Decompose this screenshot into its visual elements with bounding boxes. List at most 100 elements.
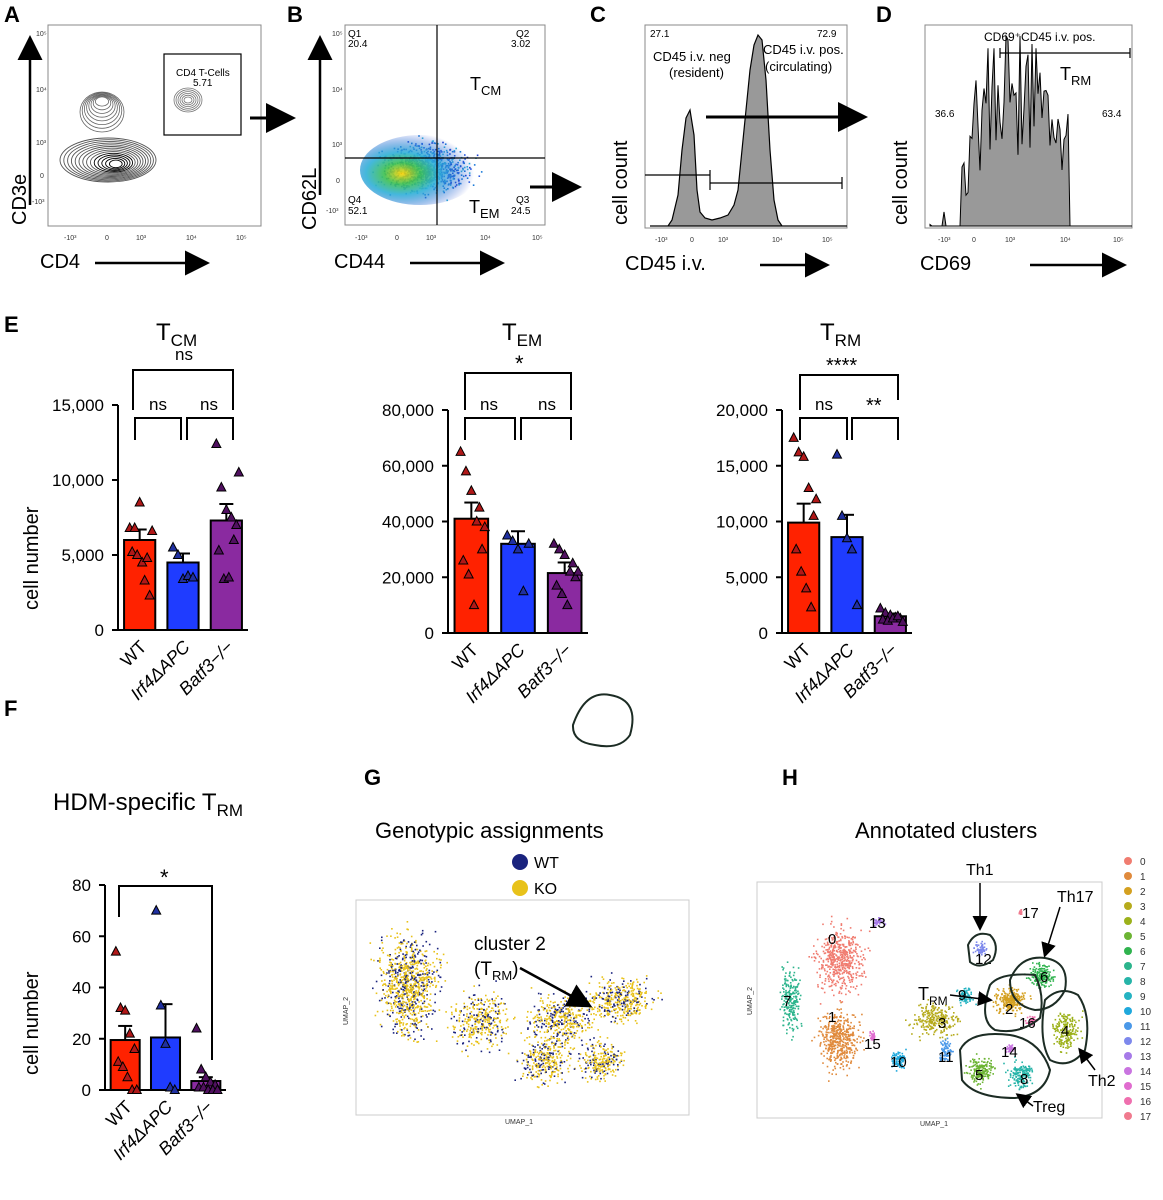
cd4-gate	[163, 53, 242, 136]
tem-ns-left: ns	[480, 395, 498, 414]
cluster-label: 5	[975, 1067, 983, 1084]
data-point	[216, 481, 227, 492]
y-tick-label: 0	[759, 624, 768, 643]
panel-c-xlabel: CD45 i.v.	[625, 253, 706, 275]
svg-text:10⁵: 10⁵	[822, 237, 833, 244]
data-point	[466, 484, 477, 495]
cluster-label: 6	[1040, 969, 1048, 986]
q1-value: 20.4	[348, 39, 368, 50]
data-point	[793, 446, 805, 457]
y-tick-label: 10,000	[52, 471, 104, 490]
panel-d-xlabel: CD69	[920, 253, 971, 275]
legend-swatch	[1124, 887, 1132, 895]
legend-label: 16	[1140, 1097, 1152, 1108]
legend-wt-marker	[512, 854, 528, 870]
data-point	[169, 1083, 181, 1094]
y-tick-label: 20,000	[382, 568, 434, 587]
bar	[546, 572, 583, 634]
svg-text:UMAP_2: UMAP_2	[343, 997, 350, 1025]
data-point	[479, 521, 491, 532]
panel-h-title: Annotated clusters	[855, 818, 1037, 843]
svg-text:10³: 10³	[1005, 237, 1016, 244]
data-point	[126, 545, 138, 556]
legend-label: 14	[1140, 1067, 1152, 1078]
data-point	[131, 1083, 143, 1094]
data-point	[167, 541, 179, 552]
panel-label-b: B	[287, 2, 303, 27]
data-point	[129, 521, 141, 532]
bar	[166, 561, 200, 631]
panel-label-d: D	[876, 2, 892, 27]
svg-text:10⁴: 10⁴	[772, 237, 783, 244]
data-point	[160, 1037, 171, 1048]
cluster-label: 13	[869, 915, 886, 932]
d-right-pct: 63.4	[1102, 109, 1122, 120]
data-point	[139, 574, 150, 585]
cluster-label: 7	[783, 993, 791, 1010]
y-tick-label: 5,000	[61, 546, 104, 565]
data-point	[518, 585, 529, 596]
data-point	[476, 543, 488, 554]
tem-label: TEM	[469, 197, 500, 221]
data-point	[846, 543, 858, 554]
data-point	[570, 571, 581, 582]
legend-label: 3	[1140, 902, 1146, 913]
svg-text:10³: 10³	[718, 237, 729, 244]
data-point	[150, 904, 162, 915]
legend-label: 8	[1140, 977, 1146, 988]
legend-swatch	[1124, 902, 1132, 910]
data-point	[875, 602, 886, 613]
legend-swatch	[1124, 977, 1132, 985]
y-tick-label: 20	[72, 1030, 91, 1049]
svg-text:-10³: -10³	[64, 235, 77, 242]
svg-text:0: 0	[40, 173, 44, 180]
data-point	[567, 557, 579, 568]
cluster-label: 14	[1001, 1044, 1018, 1061]
legend-label: 11	[1140, 1022, 1151, 1033]
tcm-ns-left: ns	[149, 395, 167, 414]
y-tick-label: 80	[72, 876, 91, 895]
data-point	[119, 1004, 131, 1015]
svg-text:-10³: -10³	[938, 237, 951, 244]
data-point	[131, 548, 143, 559]
data-point	[831, 448, 843, 459]
y-tick-label: 10,000	[716, 513, 768, 532]
data-point	[564, 565, 576, 576]
panel-label-g: G	[364, 765, 381, 790]
legend-label: 10	[1140, 1007, 1152, 1018]
data-point	[798, 450, 809, 461]
cluster-label: 11	[938, 1049, 954, 1066]
legend-label: 7	[1140, 962, 1146, 973]
data-point	[117, 1060, 129, 1071]
trm-annot: TRM	[918, 984, 948, 1008]
cluster-label: 9	[958, 987, 966, 1004]
data-point	[572, 565, 584, 576]
trm-ns: ns	[815, 395, 833, 414]
data-point	[897, 615, 909, 626]
data-point	[187, 571, 199, 582]
y-tick-label: 15,000	[716, 457, 768, 476]
data-point	[144, 589, 155, 600]
svg-text:0: 0	[336, 178, 340, 185]
c-left-pct: 27.1	[650, 29, 670, 40]
data-point	[460, 465, 472, 476]
data-point	[795, 565, 807, 576]
data-point	[841, 532, 853, 543]
svg-text:0: 0	[690, 237, 694, 244]
svg-text:10⁴: 10⁴	[36, 87, 47, 94]
chart-tem: 020,00040,00060,00080,000WTIrf4ΔAPCBatf3…	[382, 401, 588, 707]
data-point	[112, 1055, 124, 1066]
tcm-ns-outer: ns	[175, 345, 193, 364]
panel-a-xlabel: CD4	[40, 251, 80, 273]
panel-e-ylabel: cell number	[21, 506, 43, 610]
bar	[209, 519, 243, 631]
svg-text:10³: 10³	[136, 235, 147, 242]
tcm-label: TCM	[470, 74, 501, 98]
panel-c-ticks: -10³ 0 10³ 10⁴ 10⁵	[655, 237, 833, 244]
panel-b-xlabel: CD44	[334, 251, 385, 273]
panel-b-ticks: -10³ 0 10³ 10⁴ 10⁵ 10⁵ 10⁴ 10³ 0 -10³	[326, 31, 543, 242]
c-pos-line1: CD45 i.v. pos.	[763, 42, 844, 57]
cd4-gate-value: 5.71	[193, 78, 213, 89]
data-point	[172, 548, 184, 559]
